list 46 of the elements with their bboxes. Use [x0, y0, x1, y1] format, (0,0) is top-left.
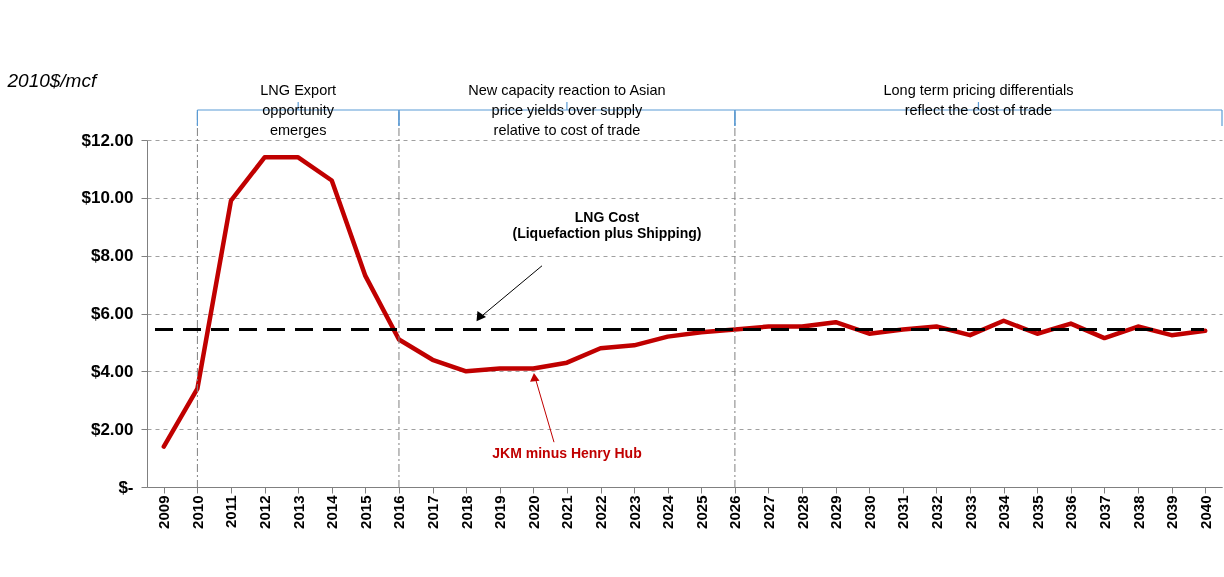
y-axis-title: 2010$/mcf	[6, 69, 98, 91]
x-tick-label: 2020	[524, 495, 542, 529]
text: Long term pricing differentials reflect the cost of trade	[883, 82, 1074, 118]
text: JKM minus Henry Hub	[492, 444, 642, 461]
y-tick-label: $-	[118, 477, 134, 497]
y-tick-label: $4.00	[90, 361, 134, 381]
x-tick-label: 2017	[424, 495, 442, 529]
x-tick-label: 2014	[323, 494, 341, 529]
text: LNG Export opportunity emerges	[260, 82, 337, 138]
x-tick-label: 2038	[1129, 495, 1147, 529]
x-tick-label: 2025	[692, 495, 710, 529]
x-tick-label: 2009	[155, 495, 173, 529]
x-tick-label: 2029	[827, 495, 845, 529]
x-tick-label: 2037	[1095, 495, 1113, 529]
x-tick-label: 2019	[491, 495, 509, 529]
x-tick-label: 2040	[1196, 495, 1214, 529]
x-tick-label: 2026	[726, 495, 744, 529]
y-tick-label: $6.00	[90, 304, 134, 323]
x-tick-label: 2036	[1062, 495, 1080, 529]
x-tick-label: 2035	[1028, 495, 1046, 529]
x-tick-label: 2034	[995, 494, 1013, 529]
x-tick-label: 2011	[222, 495, 240, 529]
line-series	[161, 155, 1208, 449]
y-tick-label: $12.00	[81, 130, 134, 150]
x-tick-label: 2031	[894, 495, 912, 529]
x-tick-label: 2018	[457, 495, 475, 529]
x-tick-label: 2021	[558, 495, 576, 529]
x-tick-label: 2016	[390, 495, 408, 529]
x-tick-label: 2015	[356, 495, 374, 529]
y-tick-label: $10.00	[81, 188, 134, 208]
x-tick-label: 2024	[659, 494, 677, 529]
x-tick-label: 2012	[256, 495, 274, 529]
x-tick-label: 2022	[592, 495, 610, 529]
y-tick-label: $2.00	[90, 419, 134, 439]
x-tick-label: 2023	[625, 495, 643, 529]
ref-line-label: LNG Cost (Liquefaction plus Shipping)	[512, 208, 702, 241]
x-tick-label: 2027	[759, 495, 777, 529]
x-tick-label: 2033	[961, 495, 979, 529]
x-tick-label: 2013	[289, 495, 307, 529]
text: New capacity reaction to Asian price yields over supply relative to cost of trade	[468, 82, 666, 138]
x-tick-label: 2032	[927, 495, 945, 529]
y-tick-label: $8.00	[90, 246, 134, 266]
x-tick-label: 2039	[1163, 495, 1181, 529]
x-tick-label: 2010	[188, 495, 206, 529]
x-tick-label: 2028	[793, 495, 811, 529]
x-tick-label: 2030	[860, 495, 878, 529]
